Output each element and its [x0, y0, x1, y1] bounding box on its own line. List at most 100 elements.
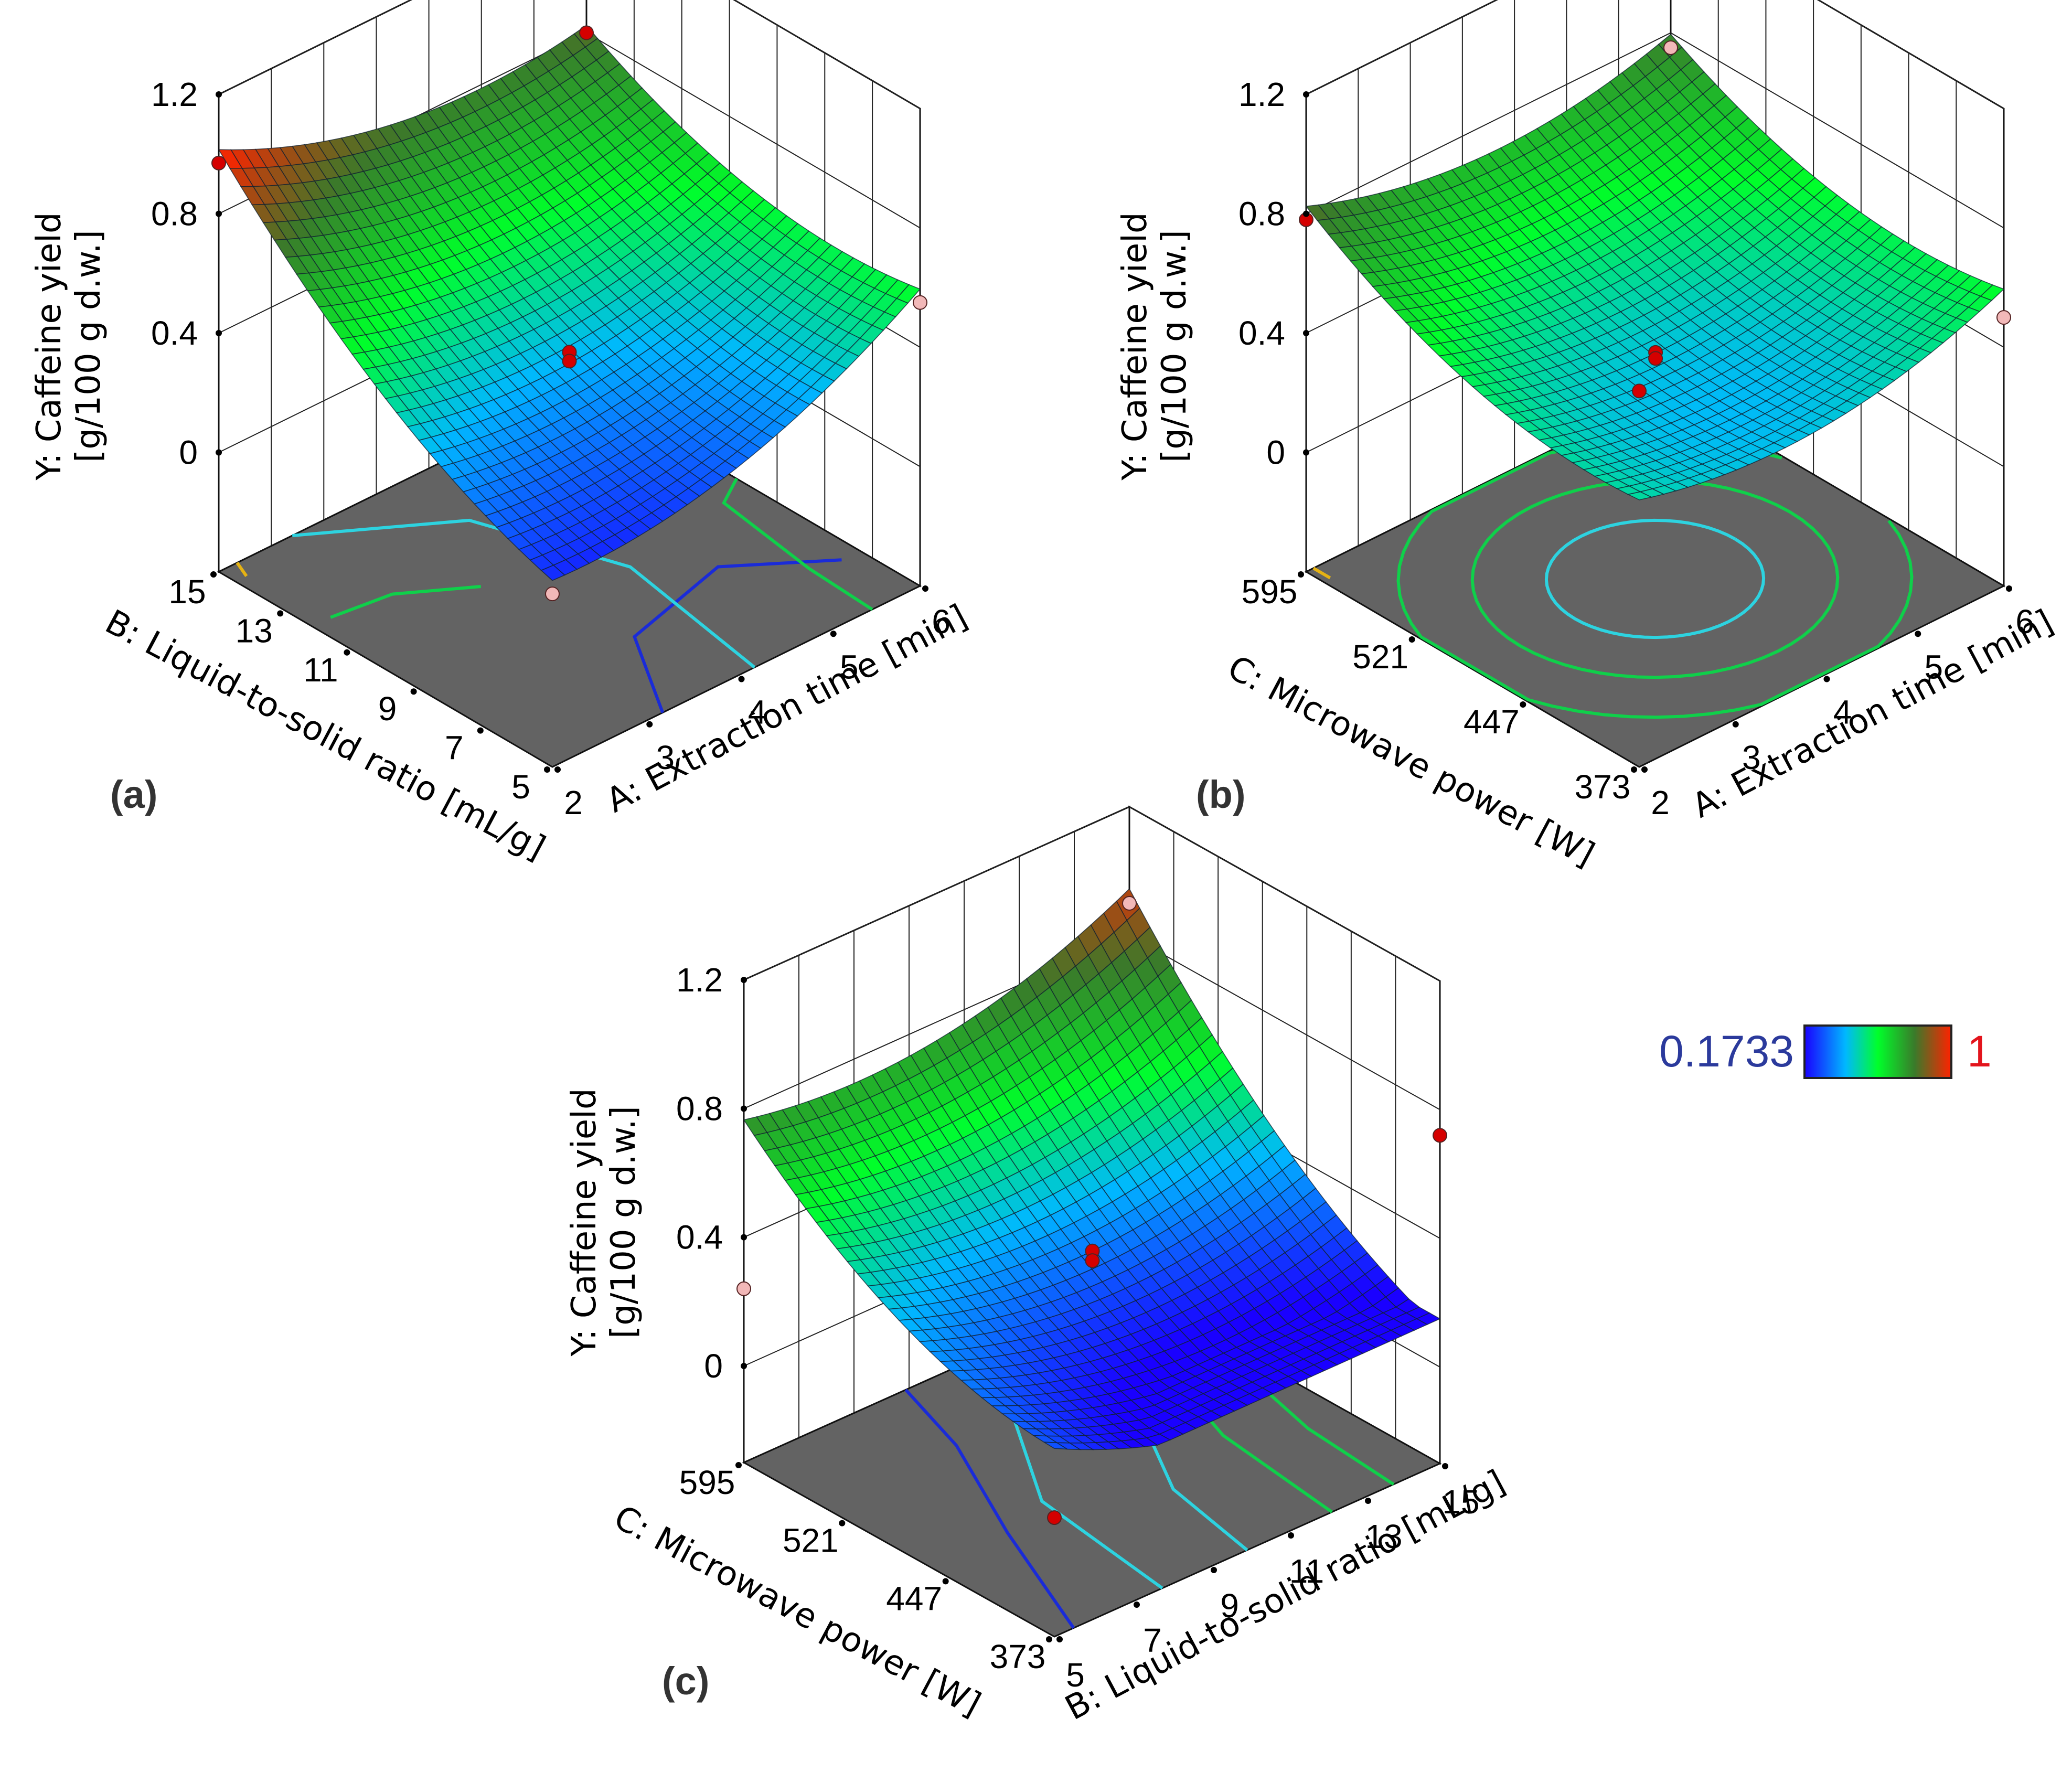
z-tick-label: 1.2: [676, 961, 723, 999]
x-tick-label: 6: [932, 603, 950, 641]
design-points: [1299, 40, 2011, 399]
y-tick-label: 5: [511, 768, 530, 806]
x-tick-label: 4: [1833, 693, 1852, 731]
contour-line: [632, 558, 842, 713]
z-tick-dot: [216, 330, 222, 336]
x-tick-dot: [1211, 1567, 1217, 1573]
x-tick-label: 2: [1651, 784, 1670, 821]
gridline: [218, 0, 412, 95]
y-tick-label: 7: [445, 729, 464, 767]
x-tick-dot: [1442, 1463, 1448, 1469]
contour-line: [1312, 567, 1331, 580]
x-tick-label: 4: [748, 693, 767, 731]
x-tick-dot: [1915, 631, 1921, 637]
x-tick-dot: [2006, 585, 2012, 592]
y-tick-label: 373: [990, 1638, 1046, 1675]
z-tick-dot: [1303, 449, 1309, 456]
gridline: [586, 32, 921, 229]
z-tick-dot: [216, 91, 222, 98]
z-tick-dot: [741, 1105, 747, 1112]
z-tick-label: 0: [179, 434, 198, 472]
x-ticks: 5 7 9 11 13 15: [1056, 1463, 1480, 1694]
z-axis-title-line1: Y: Caffeine yield: [30, 212, 69, 481]
legend-min-label: 0.1733: [1659, 1027, 1794, 1076]
y-tick-label: 447: [886, 1579, 942, 1617]
x-tick-dot: [554, 766, 561, 773]
x-tick-dot: [1823, 676, 1830, 682]
contour-line: [330, 585, 482, 619]
x-ticks: 2 3 4 5 6: [554, 585, 950, 821]
y-tick-dot: [1631, 766, 1637, 773]
z-tick-dot: [741, 977, 747, 983]
y-tick-label: 447: [1464, 703, 1520, 741]
z-axis-title-line2: [g/100 g d.w.]: [604, 1106, 643, 1338]
response-surface: [218, 25, 921, 581]
design-point-marker: [1663, 40, 1678, 55]
x-tick-dot: [1365, 1498, 1371, 1504]
z-ticks: 0 0.4 0.8 1.2: [676, 961, 747, 1385]
x-tick-label: 5: [840, 648, 859, 686]
z-axis-title-line1: Y: Caffeine yield: [1116, 212, 1155, 481]
z-tick-dot: [1303, 91, 1309, 98]
gridline: [1817, 0, 2004, 109]
y-tick-dot: [344, 649, 350, 656]
y-tick-label: 15: [168, 573, 206, 611]
z-tick-label: 0.4: [676, 1219, 723, 1256]
x-tick-dot: [1056, 1636, 1063, 1642]
design-points: [211, 25, 927, 602]
z-ticks: 0 0.4 0.8 1.2: [151, 76, 222, 472]
y-ticks: 5 7 9 11 13 15: [168, 571, 550, 806]
y-tick-label: 373: [1575, 768, 1631, 806]
z-tick-label: 1.2: [151, 76, 198, 113]
x-tick-dot: [922, 585, 928, 592]
y-tick-dot: [1298, 571, 1304, 578]
y-tick-label: 595: [1242, 573, 1298, 611]
z-tick-label: 0.8: [151, 195, 198, 233]
design-point-marker: [1047, 1510, 1062, 1525]
y-tick-dot: [210, 571, 217, 578]
z-tick-label: 0.8: [1238, 195, 1285, 233]
x-tick-label: 15: [1442, 1483, 1479, 1521]
z-tick-dot: [1303, 330, 1309, 336]
legend-max-label: 1: [1967, 1027, 1992, 1076]
x-tick-label: 3: [656, 739, 675, 776]
z-tick-label: 0.4: [1238, 314, 1285, 352]
y-tick-dot: [735, 1462, 742, 1468]
design-point-marker: [211, 155, 226, 170]
z-tick-label: 0.8: [676, 1090, 723, 1127]
x-tick-label: 5: [1066, 1656, 1085, 1694]
surface-cell: [540, 564, 565, 581]
contour-line: [1544, 518, 1766, 639]
z-tick-label: 0.4: [151, 314, 198, 352]
design-point-marker: [1122, 896, 1137, 911]
y-tick-label: 13: [236, 612, 273, 649]
response-surface: [1305, 34, 2005, 500]
gridline: [733, 0, 921, 109]
x-tick-dot: [1134, 1602, 1140, 1608]
y-tick-dot: [1520, 701, 1526, 708]
y-tick-dot: [1046, 1636, 1052, 1642]
y-tick-dot: [410, 688, 417, 695]
surface-cell: [1043, 1442, 1067, 1450]
x-tick-dot: [830, 631, 837, 637]
y-tick-label: 595: [679, 1464, 735, 1501]
y-tick-label: 521: [1352, 638, 1408, 676]
y-tick-label: 521: [783, 1522, 839, 1560]
x-tick-label: 7: [1143, 1621, 1162, 1659]
design-points: [736, 896, 1447, 1525]
x-tick-dot: [1732, 721, 1739, 728]
y-tick-label: 9: [378, 690, 397, 728]
x-tick-dot: [1288, 1532, 1294, 1539]
x-tick-label: 5: [1924, 648, 1943, 686]
z-tick-dot: [741, 1234, 747, 1241]
gridline: [1306, 0, 1498, 95]
z-tick-dot: [1303, 210, 1309, 217]
design-point-marker: [562, 354, 577, 369]
z-tick-dot: [216, 210, 222, 217]
design-point-marker: [736, 1281, 751, 1296]
y-tick-dot: [277, 610, 284, 617]
y-tick-dot: [839, 1520, 846, 1527]
contour-line: [722, 478, 873, 611]
z-tick-label: 0: [704, 1347, 723, 1385]
